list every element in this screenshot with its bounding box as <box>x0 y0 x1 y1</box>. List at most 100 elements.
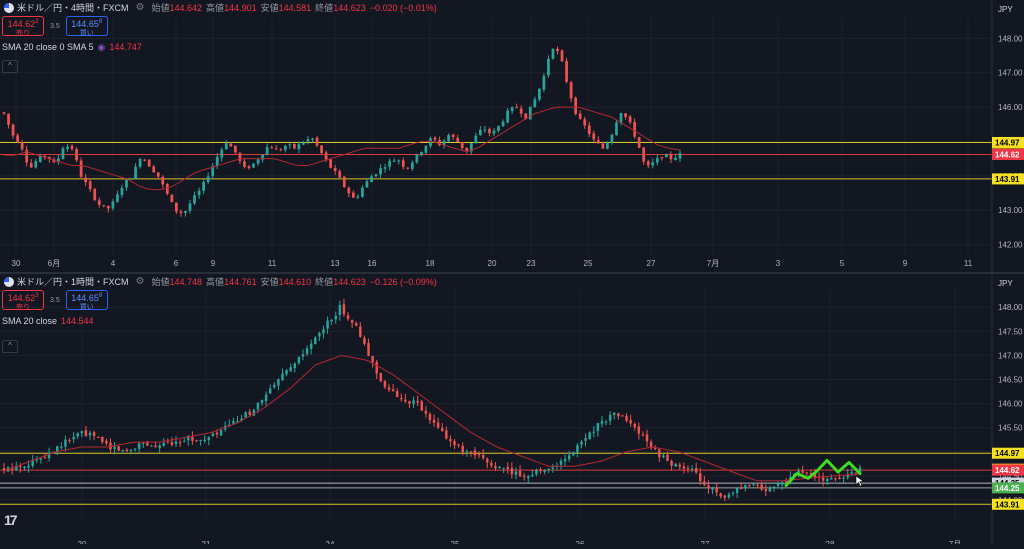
candle-body <box>361 187 364 197</box>
time-tick-label: 6 <box>174 259 179 268</box>
candle-body <box>350 320 354 323</box>
candle-body <box>88 432 92 436</box>
ohlc-key: 高値 <box>206 3 225 13</box>
candle-body <box>596 140 600 144</box>
candle-body <box>236 421 239 423</box>
candle-body <box>567 455 571 460</box>
symbol-title[interactable]: 米ドル／円・1時間・FXCM <box>17 277 129 287</box>
candle-body <box>129 178 133 180</box>
ohlc-value: 144.901 <box>224 3 257 13</box>
candle-body <box>565 60 568 82</box>
candle-body <box>461 445 464 453</box>
time-tick-label: 23 <box>527 259 536 268</box>
chart-canvas-4h[interactable]: JPY148.00147.00146.00145.00144.00143.001… <box>0 0 1024 272</box>
candle-body <box>642 147 646 162</box>
candle-body <box>592 431 596 433</box>
candle-body <box>850 472 854 474</box>
candle-body <box>374 174 378 177</box>
candle-body <box>355 322 358 326</box>
time-tick-label: 5 <box>840 259 845 268</box>
candle-body <box>120 187 124 196</box>
candle-body <box>152 166 156 173</box>
candle-body <box>38 155 42 162</box>
price-tick-label: 142.00 <box>998 241 1023 250</box>
candle-body <box>7 113 10 125</box>
candle-body <box>580 441 583 445</box>
gear-icon[interactable]: ⚙ <box>135 2 145 13</box>
candle-body <box>678 464 682 467</box>
candle-body <box>320 145 323 154</box>
candle-body <box>588 432 591 439</box>
candle-body <box>494 466 497 469</box>
price-label: 144.25 <box>995 484 1020 493</box>
price-tick-label: 146.00 <box>998 103 1023 112</box>
collapse-legend-button[interactable]: ^ <box>2 60 18 73</box>
trade-buttons: 144.623 売り 3.5 144.658 買い <box>2 16 108 37</box>
candle-body <box>748 484 751 486</box>
candle-body <box>510 467 514 475</box>
candle-body <box>723 495 727 498</box>
candle-body <box>604 421 608 423</box>
candle-body <box>80 431 84 434</box>
candle-body <box>106 205 110 209</box>
candle-body <box>686 467 690 469</box>
candle-body <box>16 135 19 143</box>
candle-body <box>739 487 743 490</box>
collapse-legend-button[interactable]: ^ <box>2 340 18 353</box>
candle-body <box>27 465 30 468</box>
time-tick-label: 27 <box>647 259 656 268</box>
chart-pane-4h[interactable]: JPY148.00147.00146.00145.00144.00143.001… <box>0 0 1024 272</box>
trade-buttons: 144.623 売り 3.5 144.658 買い <box>2 290 108 311</box>
chart-pane-1h[interactable]: JPY 148.00 147.50 147.00 146.50 146.00 145.50 1… <box>0 274 1024 549</box>
candle-body <box>834 478 837 480</box>
candle-body <box>649 441 653 448</box>
candle-body <box>224 143 228 150</box>
sell-button[interactable]: 144.623 売り <box>2 290 44 311</box>
candle-body <box>252 410 256 416</box>
sell-button[interactable]: 144.623 売り <box>2 16 44 37</box>
candle-body <box>592 133 596 140</box>
sma-indicator-legend[interactable]: SMA 20 close 144.544 <box>2 316 94 326</box>
candle-body <box>187 435 190 441</box>
candle-body <box>497 125 500 131</box>
price-label-bg <box>992 482 1024 494</box>
candle-body <box>39 458 43 460</box>
tradingview-logo[interactable]: 17 <box>4 512 18 528</box>
candle-body <box>678 153 682 159</box>
candle-body <box>424 145 428 153</box>
gear-icon[interactable]: ⚙ <box>135 276 145 287</box>
candle-body <box>281 373 284 381</box>
ohlc-value: 144.623 <box>333 277 366 287</box>
candle-body <box>542 76 546 90</box>
currency-label: JPY <box>998 279 1013 288</box>
eye-icon[interactable]: ◉ <box>97 42 106 52</box>
symbol-title[interactable]: 米ドル／円・4時間・FXCM <box>17 3 129 13</box>
candle-body <box>268 388 272 394</box>
price-label-bg <box>992 136 1024 148</box>
candle-body <box>129 449 133 451</box>
candle-body <box>359 326 362 337</box>
candle-body <box>102 205 106 207</box>
candle-body <box>301 354 305 357</box>
candle-body <box>261 154 264 160</box>
candle-body <box>96 437 100 439</box>
chart-canvas-1h[interactable]: JPY 148.00 147.50 147.00 146.50 146.00 145.50 1… <box>0 274 1024 549</box>
candle-body <box>166 441 170 443</box>
candle-body <box>658 449 661 458</box>
pane-divider[interactable] <box>0 272 1024 274</box>
candle-body <box>330 319 333 322</box>
candle-body <box>322 329 325 334</box>
candle-body <box>244 412 247 418</box>
candle-body <box>182 440 186 442</box>
candle-body <box>329 159 333 168</box>
buy-button[interactable]: 144.658 買い <box>65 290 108 311</box>
sma-indicator-legend[interactable]: SMA 20 close 0 SMA 5 ◉ 144.747 <box>2 42 142 52</box>
candle-body <box>324 152 328 160</box>
buy-button[interactable]: 144.658 買い <box>65 16 108 37</box>
price-label: 144.62 <box>995 466 1020 475</box>
candle-body <box>215 156 219 167</box>
candle-body <box>707 485 710 489</box>
time-tick-label: 26 <box>576 540 585 544</box>
candle-body <box>391 389 395 392</box>
time-tick-label: 6月 <box>48 259 60 268</box>
